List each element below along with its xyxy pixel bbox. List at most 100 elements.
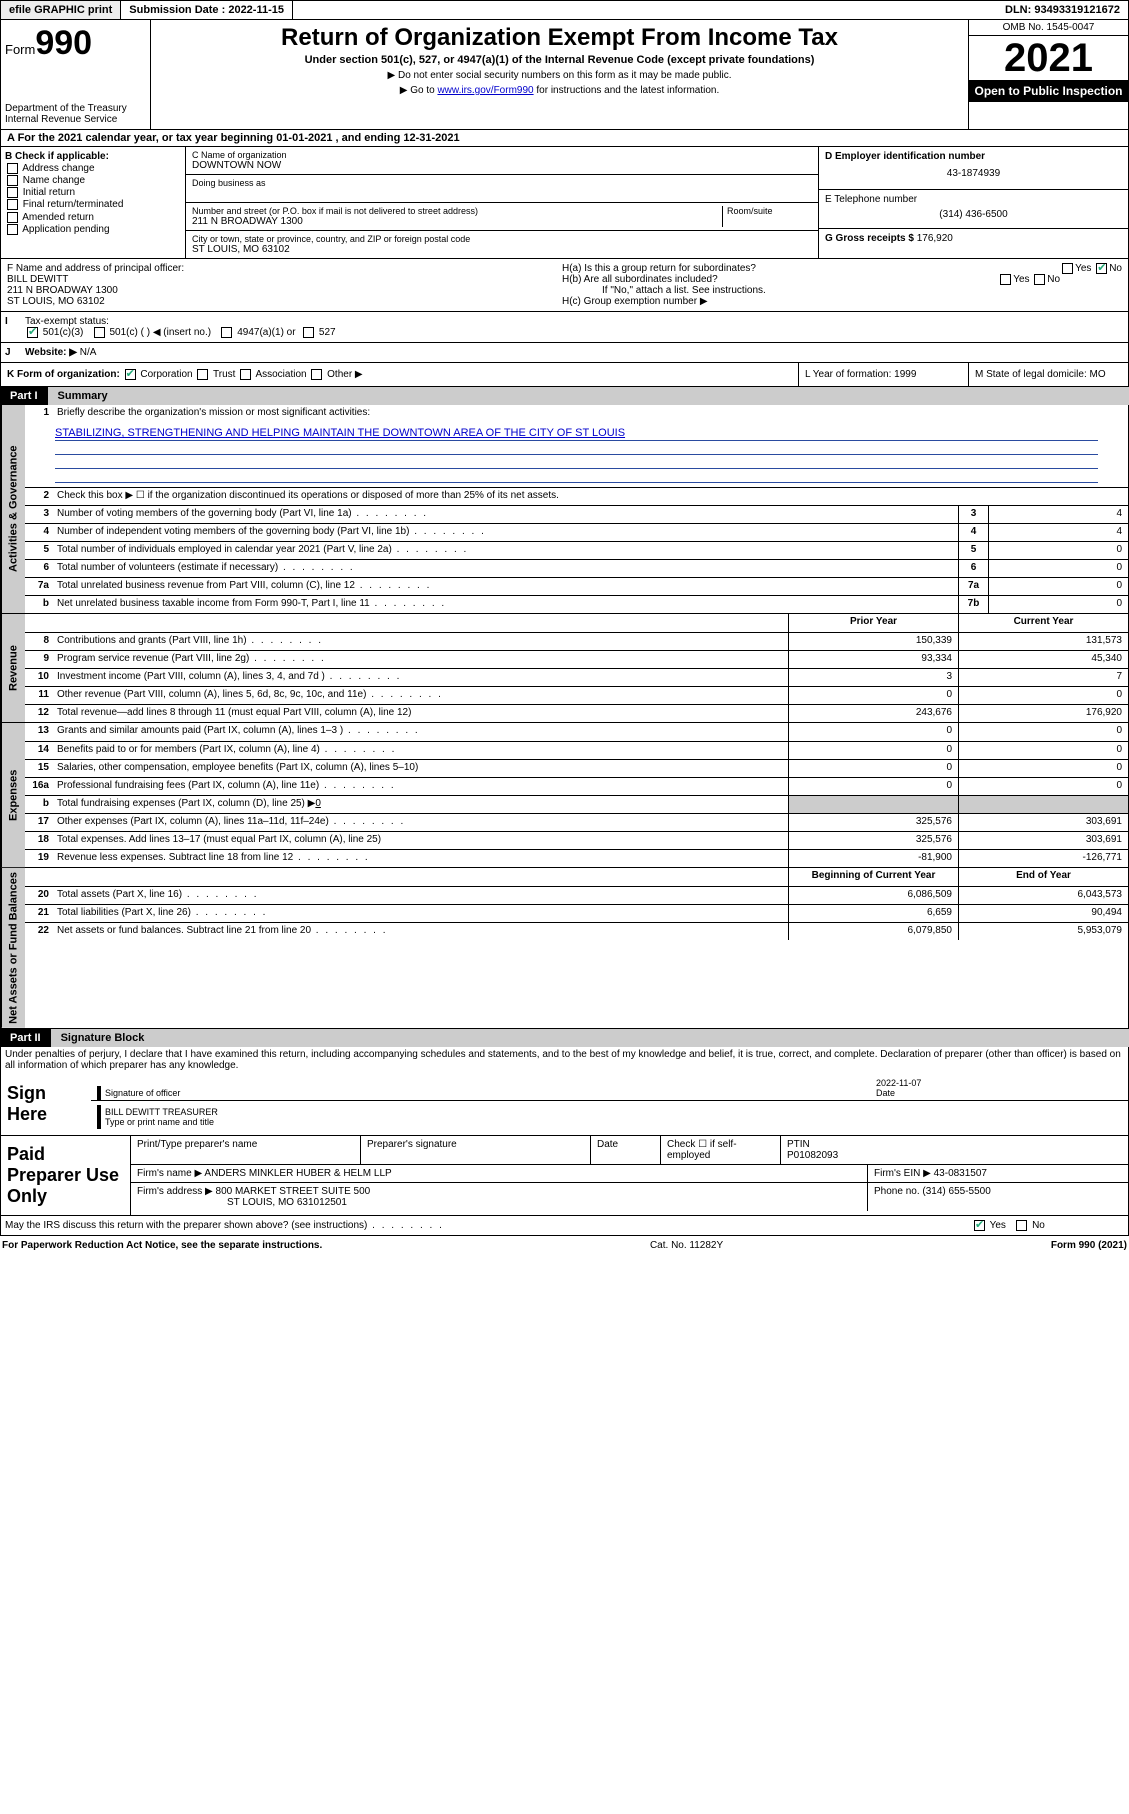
page-footer: For Paperwork Reduction Act Notice, see … [0, 1236, 1129, 1255]
efile-print-button[interactable]: efile GRAPHIC print [1, 1, 121, 19]
l13-text: Grants and similar amounts paid (Part IX… [53, 723, 788, 741]
sign-here-block: Sign Here Signature of officer 2022-11-0… [0, 1073, 1129, 1136]
discuss-yes[interactable] [974, 1220, 985, 1231]
state-domicile: MO [1090, 369, 1106, 380]
firm-name-label: Firm's name ▶ [137, 1168, 202, 1179]
goto-pre: ▶ Go to [400, 85, 438, 96]
goto-post: for instructions and the latest informat… [534, 85, 720, 96]
org-address: 211 N BROADWAY 1300 [192, 216, 722, 227]
l22-curr: 5,953,079 [958, 923, 1128, 940]
form990-link[interactable]: www.irs.gov/Form990 [437, 85, 533, 96]
part2-title: Signature Block [51, 1029, 1129, 1047]
d-label: D Employer identification number [825, 151, 1122, 162]
signer-name-label: Type or print name and title [105, 1117, 1118, 1127]
chk-app-pending[interactable]: Application pending [5, 224, 181, 235]
l5-val: 0 [988, 542, 1128, 559]
chk-trust[interactable] [197, 369, 208, 380]
chk-501c3[interactable] [27, 327, 38, 338]
l1-text: Briefly describe the organization's miss… [53, 405, 1128, 423]
l22-prior: 6,079,850 [788, 923, 958, 940]
l7a-val: 0 [988, 578, 1128, 595]
dept-treasury: Department of the Treasury [5, 103, 146, 114]
chk-501c[interactable] [94, 327, 105, 338]
l7a-text: Total unrelated business revenue from Pa… [53, 578, 958, 595]
form-number: Form990 [5, 24, 146, 63]
tab-net-assets: Net Assets or Fund Balances [1, 868, 25, 1028]
entity-block: B Check if applicable: Address change Na… [0, 147, 1129, 259]
l11-text: Other revenue (Part VIII, column (A), li… [53, 687, 788, 704]
dln-value: 93493319121672 [1034, 4, 1120, 16]
opt-corp: Corporation [140, 369, 192, 380]
f-label: F Name and address of principal officer: [7, 263, 550, 274]
chk-other[interactable] [311, 369, 322, 380]
chk-final-return[interactable]: Final return/terminated [5, 199, 181, 210]
city-label: City or town, state or province, country… [192, 234, 812, 244]
part1-gov: Activities & Governance 1Briefly describ… [0, 405, 1129, 614]
ha-no[interactable] [1096, 263, 1107, 274]
l19-text: Revenue less expenses. Subtract line 18 … [53, 850, 788, 867]
hc-label: H(c) Group exemption number ▶ [562, 296, 1122, 307]
paperwork-notice: For Paperwork Reduction Act Notice, see … [2, 1240, 322, 1251]
chk-amended[interactable]: Amended return [5, 212, 181, 223]
l17-text: Other expenses (Part IX, column (A), lin… [53, 814, 788, 831]
l7b-text: Net unrelated business taxable income fr… [53, 596, 958, 613]
year-formation: 1999 [894, 369, 916, 380]
part1-exp: Expenses 13Grants and similar amounts pa… [0, 723, 1129, 868]
l13-curr: 0 [958, 723, 1128, 741]
col-deg: D Employer identification number 43-1874… [818, 147, 1128, 258]
l8-text: Contributions and grants (Part VIII, lin… [53, 633, 788, 650]
l10-text: Investment income (Part VIII, column (A)… [53, 669, 788, 686]
m-label: M State of legal domicile: [975, 369, 1087, 380]
e-label: E Telephone number [825, 194, 1122, 205]
part2-num: Part II [0, 1029, 51, 1047]
top-bar: efile GRAPHIC print Submission Date : 20… [0, 0, 1129, 20]
opt-trust: Trust [213, 369, 235, 380]
chk-initial-return[interactable]: Initial return [5, 187, 181, 198]
l11-curr: 0 [958, 687, 1128, 704]
l16b-val: 0 [315, 798, 321, 809]
prep-date-hdr: Date [591, 1136, 661, 1164]
irs-label: Internal Revenue Service [5, 114, 146, 125]
form-word: Form [5, 42, 35, 57]
firm-addr-label: Firm's address ▶ [137, 1186, 213, 1197]
chk-corp[interactable] [125, 369, 136, 380]
h-block: H(a) Is this a group return for subordin… [556, 259, 1128, 311]
opt-527: 527 [319, 327, 336, 338]
l18-curr: 303,691 [958, 832, 1128, 849]
firm-addr1: 800 MARKET STREET SUITE 500 [216, 1186, 371, 1197]
current-year-hdr: Current Year [958, 614, 1128, 632]
paid-preparer-label: Paid Preparer Use Only [1, 1136, 131, 1215]
submission-date: 2022-11-15 [228, 4, 284, 16]
sig-date: 2022-11-07 [876, 1078, 921, 1088]
beg-year-hdr: Beginning of Current Year [788, 868, 958, 886]
chk-name-change[interactable]: Name change [5, 175, 181, 186]
ha-label: H(a) Is this a group return for subordin… [562, 263, 756, 274]
header-right: OMB No. 1545-0047 2021 Open to Public In… [968, 20, 1128, 129]
hb-no[interactable] [1034, 274, 1045, 285]
firm-ein: 43-0831507 [934, 1168, 987, 1179]
ptin-label: PTIN [787, 1139, 810, 1150]
part1-net: Net Assets or Fund Balances Beginning of… [0, 868, 1129, 1029]
l10-prior: 3 [788, 669, 958, 686]
l19-prior: -81,900 [788, 850, 958, 867]
chk-527[interactable] [303, 327, 314, 338]
chk-4947[interactable] [221, 327, 232, 338]
klm-row: K Form of organization: Corporation Trus… [0, 363, 1129, 387]
j-row: J Website: ▶ N/A [0, 343, 1129, 363]
discuss-row: May the IRS discuss this return with the… [0, 1216, 1129, 1236]
tab-revenue: Revenue [1, 614, 25, 722]
mission-text[interactable]: STABILIZING, STRENGTHENING AND HELPING M… [55, 427, 625, 439]
l22-text: Net assets or fund balances. Subtract li… [53, 923, 788, 940]
ptin-value: P01082093 [787, 1150, 838, 1161]
chk-assoc[interactable] [240, 369, 251, 380]
chk-address-change[interactable]: Address change [5, 163, 181, 174]
ha-yes[interactable] [1062, 263, 1073, 274]
l4-text: Number of independent voting members of … [53, 524, 958, 541]
part2-header: Part II Signature Block [0, 1029, 1129, 1047]
paid-preparer-block: Paid Preparer Use Only Print/Type prepar… [0, 1136, 1129, 1216]
l15-text: Salaries, other compensation, employee b… [53, 760, 788, 777]
l13-prior: 0 [788, 723, 958, 741]
discuss-no[interactable] [1016, 1220, 1027, 1231]
hb-yes[interactable] [1000, 274, 1011, 285]
l16a-prior: 0 [788, 778, 958, 795]
